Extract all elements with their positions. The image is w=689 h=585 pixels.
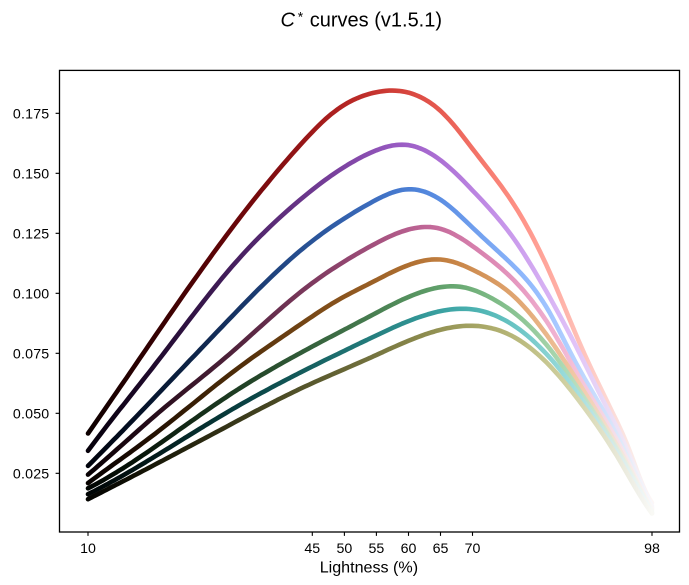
- svg-text:0.125: 0.125: [13, 227, 50, 243]
- svg-text:0.150: 0.150: [13, 167, 50, 183]
- svg-text:10: 10: [80, 541, 96, 557]
- svg-text:0.100: 0.100: [13, 287, 50, 303]
- svg-text:65: 65: [433, 541, 449, 557]
- svg-text:0.050: 0.050: [13, 407, 50, 423]
- svg-text:70: 70: [465, 541, 481, 557]
- svg-text:0.075: 0.075: [13, 347, 50, 363]
- svg-text:Lightness (%): Lightness (%): [320, 559, 418, 577]
- svg-text:55: 55: [369, 541, 385, 557]
- svg-text:0.175: 0.175: [13, 107, 50, 123]
- svg-text:0.025: 0.025: [13, 467, 50, 483]
- svg-text:45: 45: [304, 541, 320, 557]
- svg-text:C* curves (v1.5.1): C * curves (v1.5.1): [281, 9, 443, 32]
- svg-text:50: 50: [337, 541, 353, 557]
- svg-text:98: 98: [644, 541, 660, 557]
- svg-text:60: 60: [401, 541, 417, 557]
